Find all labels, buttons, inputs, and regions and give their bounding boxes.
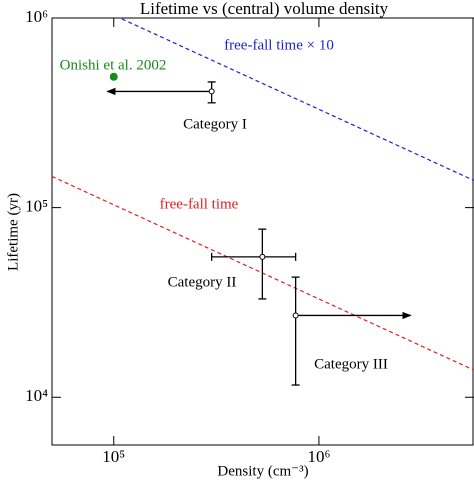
line [118,18,474,182]
x-axis-label: Density (cm⁻³) [217,463,308,479]
chart-title: Lifetime vs (central) volume density [140,0,389,18]
y-tick-label: 10⁶ [25,7,48,26]
plot-frame [51,17,474,446]
data-point [292,312,299,319]
series-label: Category I [183,116,247,132]
series-label: Category II [168,274,237,290]
series-label: Onishi et al. 2002 [60,57,167,73]
data-point [208,88,215,95]
data-point [109,72,118,81]
y-tick-label: 10⁵ [25,197,48,216]
series-label: free-fall time [160,196,239,212]
x-tick-label: 10⁶ [307,447,330,466]
plot-area [52,18,474,386]
data-point [259,253,266,260]
x-tick-label: 10⁵ [102,447,125,466]
y-tick-label: 10⁴ [25,386,48,405]
series-label: Category III [314,356,388,372]
series-label: free-fall time × 10 [224,37,334,53]
y-axis-label: Lifetime (yr) [5,193,21,271]
